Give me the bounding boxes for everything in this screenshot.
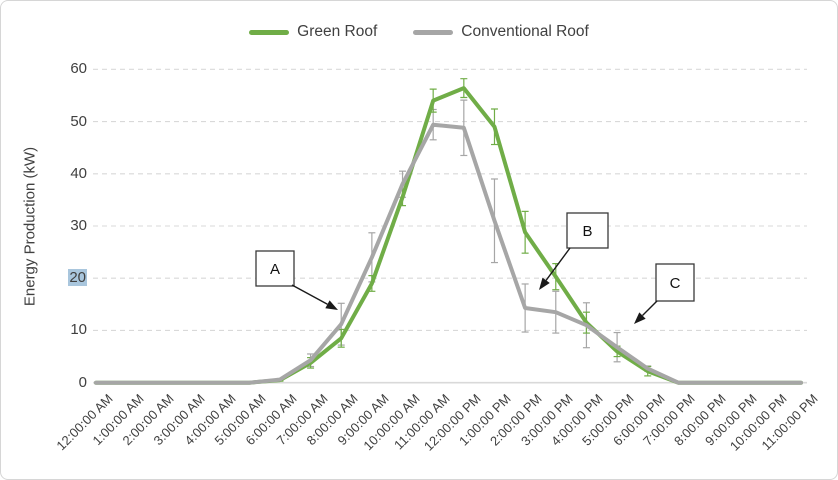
annotation-arrow-B xyxy=(545,247,571,281)
y-tick-label: 20 xyxy=(68,269,87,287)
conventional-roof-line xyxy=(94,122,803,385)
green-line-swatch-icon xyxy=(249,29,290,35)
chart-legend: Green Roof Conventional Roof xyxy=(1,23,837,41)
annotation-arrowhead-B xyxy=(539,277,550,290)
legend-item-green-roof: Green Roof xyxy=(249,23,377,41)
y-tick-label: 50 xyxy=(70,112,87,130)
y-tick-label: 60 xyxy=(70,60,87,78)
annotation-label-C: C xyxy=(670,275,681,292)
annotation-label-A: A xyxy=(270,261,280,278)
gray-line-swatch-icon xyxy=(413,29,454,35)
annotation-arrow-C xyxy=(641,300,658,317)
annotation-label-B: B xyxy=(582,223,592,240)
y-tick-label: 0 xyxy=(78,373,87,391)
legend-label-conventional-roof: Conventional Roof xyxy=(461,23,589,40)
annotation-box-A xyxy=(255,250,295,287)
legend-label-green-roof: Green Roof xyxy=(297,23,378,40)
legend-item-conventional-roof: Conventional Roof xyxy=(413,23,589,41)
y-tick-label: 40 xyxy=(70,164,87,182)
green-roof-line xyxy=(94,86,803,385)
annotation-arrowhead-A xyxy=(325,300,338,310)
annotation-arrow-A xyxy=(291,284,328,305)
y-tick-label: 10 xyxy=(70,321,87,339)
annotation-box-C xyxy=(655,263,695,302)
annotation-arrowhead-C xyxy=(634,312,646,324)
y-tick-label: 30 xyxy=(70,217,87,234)
annotation-box-B xyxy=(566,212,609,249)
